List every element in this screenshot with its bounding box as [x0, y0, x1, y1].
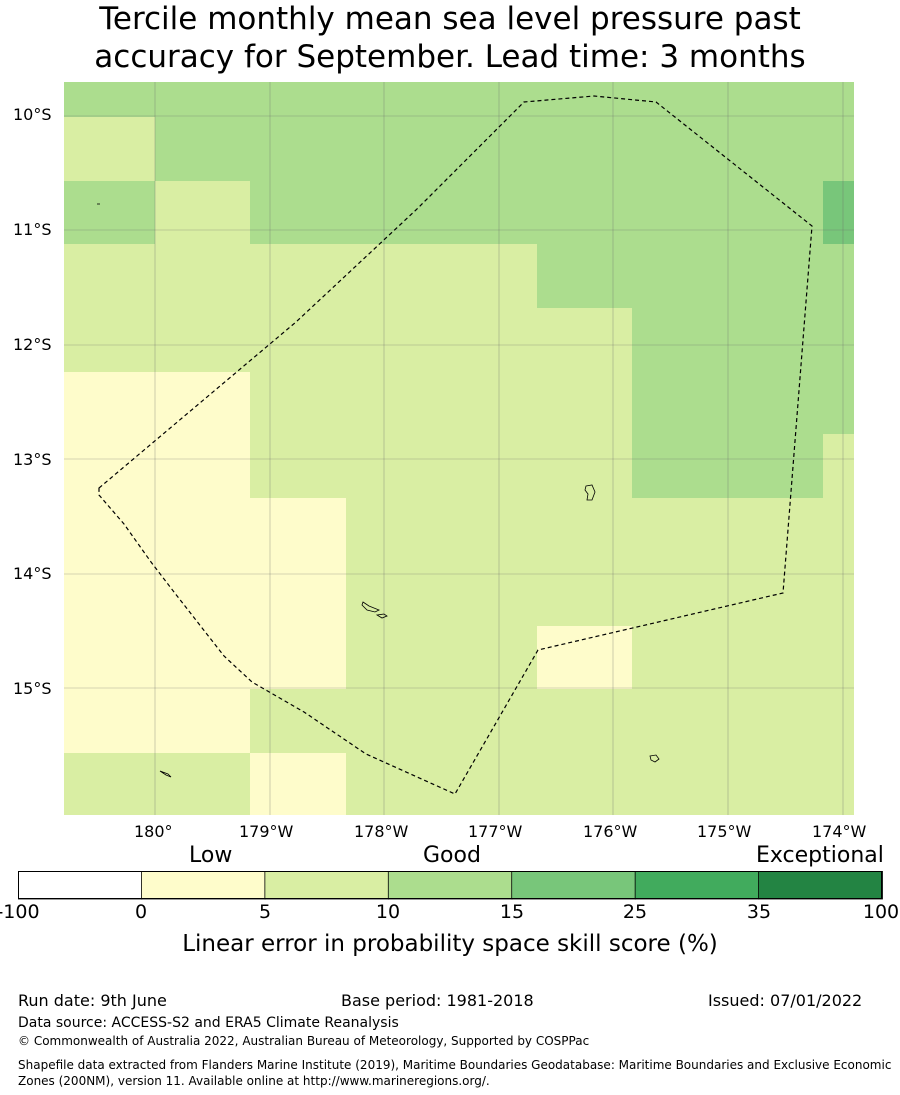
islands — [97, 203, 660, 778]
lon-label: 174°W — [812, 822, 867, 841]
colorbar-label-good: Good — [423, 843, 481, 868]
lon-label: 179°W — [239, 822, 294, 841]
map-cell — [537, 626, 632, 689]
colorbar-tick: 35 — [746, 901, 772, 923]
colorbar-label-low: Low — [189, 843, 233, 868]
data-source: Data source: ACCESS-S2 and ERA5 Climate … — [18, 1015, 399, 1031]
copyright-notice: © Commonwealth of Australia 2022, Austra… — [18, 1034, 590, 1048]
lon-label: 175°W — [697, 822, 752, 841]
lon-label: 176°W — [583, 822, 638, 841]
lon-label: 180° — [134, 822, 173, 841]
issued-date: Issued: 07/01/2022 — [708, 991, 863, 1010]
map-cell — [823, 181, 854, 244]
colorbar — [18, 871, 883, 900]
lat-label: 13°S — [13, 450, 52, 469]
title-line-2: accuracy for September. Lead time: 3 mon… — [94, 39, 806, 75]
lon-label: 177°W — [468, 822, 523, 841]
colorbar-title: Linear error in probability space skill … — [182, 931, 718, 957]
map-cell — [64, 181, 155, 244]
map-cell — [64, 372, 250, 753]
lat-label: 14°S — [13, 564, 52, 583]
map-cell — [250, 753, 346, 815]
shapefile-credit: Shapefile data extracted from Flanders M… — [18, 1058, 892, 1088]
skill-map — [64, 82, 854, 815]
map-cell — [155, 117, 854, 181]
map-cell — [64, 82, 854, 117]
colorbar-label-exceptional: Exceptional — [756, 843, 884, 868]
map-cell — [250, 498, 346, 689]
lon-label: 178°W — [354, 822, 409, 841]
lat-label: 15°S — [13, 679, 52, 698]
colorbar-tick: 10 — [375, 901, 401, 923]
colorbar-swatch — [511, 871, 637, 900]
island-outline — [584, 484, 596, 501]
colorbar-swatch — [387, 871, 513, 900]
island-outline — [375, 613, 388, 619]
lat-label: 10°S — [13, 105, 52, 124]
colorbar-swatch — [758, 871, 883, 900]
colorbar-tick: 5 — [258, 901, 272, 923]
run-date: Run date: 9th June — [18, 991, 167, 1010]
title-line-1: Tercile monthly mean sea level pressure … — [99, 1, 801, 37]
lat-label: 12°S — [13, 335, 52, 354]
graticule — [64, 82, 854, 815]
colorbar-swatch — [264, 871, 390, 900]
colorbar-tick: 15 — [499, 901, 525, 923]
island-outline — [159, 770, 172, 778]
island-outline — [649, 754, 660, 763]
colorbar-swatch — [18, 871, 143, 900]
map-cell — [537, 244, 854, 308]
map-cell — [823, 434, 854, 498]
colorbar-tick: 0 — [134, 901, 148, 923]
colorbar-swatch — [634, 871, 760, 900]
map-cell — [632, 308, 854, 498]
map-svg — [64, 82, 854, 815]
map-cell — [250, 181, 854, 244]
island-outline — [361, 601, 380, 613]
base-period: Base period: 1981-2018 — [341, 991, 534, 1010]
colorbar-tick: 25 — [622, 901, 648, 923]
colorbar-frame — [18, 871, 882, 899]
eez-boundary — [98, 95, 813, 795]
lat-label: 11°S — [13, 220, 52, 239]
map-title: Tercile monthly mean sea level pressure … — [0, 0, 900, 76]
colorbar-tick: -100 — [0, 901, 40, 923]
skill-cells — [64, 82, 854, 815]
colorbar-swatch — [141, 871, 266, 900]
colorbar-tick: 100 — [862, 901, 900, 923]
